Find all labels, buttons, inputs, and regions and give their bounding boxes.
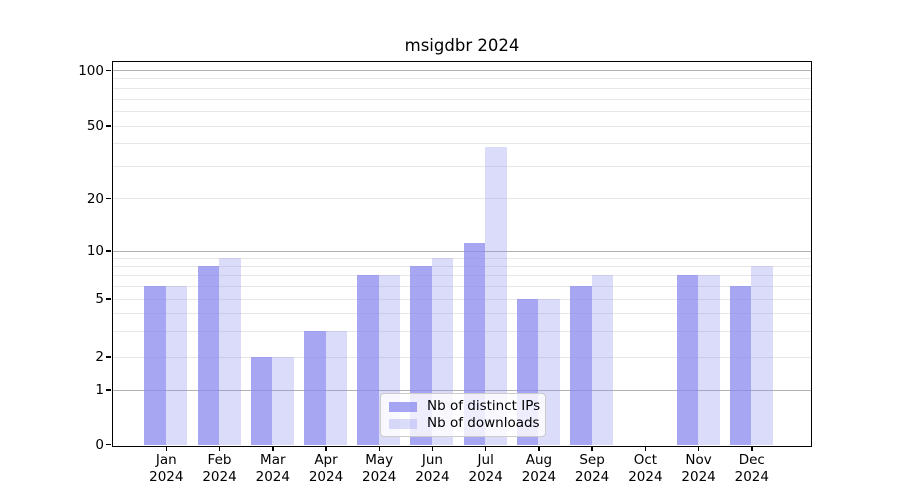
gridline-minor <box>112 285 811 287</box>
legend-row-distinct-ips: Nb of distinct IPs <box>389 398 541 414</box>
x-axis-tick <box>751 446 753 451</box>
gridline-minor <box>112 125 811 127</box>
y-axis-tick <box>106 298 111 300</box>
x-axis-tick <box>431 446 434 451</box>
gridline-minor <box>112 143 811 145</box>
legend-label-distinct-ips: Nb of distinct IPs <box>427 398 541 414</box>
x-tick-label-feb: Feb 2024 <box>202 452 237 485</box>
y-tick-label: 0 <box>95 436 104 453</box>
bar-may-ips <box>357 275 379 445</box>
x-axis-tick <box>484 446 487 451</box>
x-axis-tick <box>538 446 540 451</box>
x-tick-label-may: May 2024 <box>362 452 397 485</box>
gridline-major <box>112 389 811 391</box>
x-tick-label-jun: Jun 2024 <box>415 452 450 485</box>
chart-title: msigdbr 2024 <box>404 36 520 55</box>
x-tick-label-jan: Jan 2024 <box>149 452 184 485</box>
bar-dec-downloads <box>751 266 773 445</box>
x-tick-label-aug: Aug 2024 <box>521 452 557 485</box>
bar-sep-ips <box>570 285 592 445</box>
y-axis-tick <box>106 125 111 127</box>
gridline-minor <box>112 110 811 112</box>
gridline-major <box>112 70 811 71</box>
legend-row-downloads: Nb of downloads <box>389 415 540 431</box>
bar-nov-ips <box>676 275 699 445</box>
bar-jul-downloads <box>485 147 507 445</box>
bar-feb-ips <box>197 266 219 445</box>
bar-sep-downloads <box>591 275 614 445</box>
gridline-minor <box>112 298 811 300</box>
y-tick-label: 2 <box>95 349 104 365</box>
x-axis-tick <box>644 446 647 451</box>
bar-apr-downloads <box>325 330 347 445</box>
x-axis-tick <box>591 446 593 451</box>
gridline-minor <box>112 98 811 100</box>
x-tick-label-apr: Apr 2024 <box>308 452 344 485</box>
x-tick-label-mar: Mar 2024 <box>255 452 290 485</box>
x-axis-tick <box>325 446 327 451</box>
bar-mar-downloads <box>272 356 294 445</box>
x-tick-label-sep: Sep 2024 <box>574 452 610 485</box>
plot-area <box>111 60 812 447</box>
y-tick-label: 1 <box>95 382 104 398</box>
y-tick-label: 20 <box>86 190 104 207</box>
y-tick-label: 50 <box>86 118 104 134</box>
gridline-minor <box>112 165 811 167</box>
x-axis-tick <box>697 446 700 451</box>
y-axis-tick <box>106 250 111 252</box>
y-tick-label: 10 <box>86 243 104 259</box>
y-axis-tick <box>106 356 111 358</box>
x-tick-label-dec: Dec 2024 <box>734 452 769 485</box>
bar-mar-ips <box>250 356 273 445</box>
x-tick-label-nov: Nov 2024 <box>681 452 716 485</box>
y-axis-tick <box>106 443 111 446</box>
gridline-minor <box>112 266 811 267</box>
x-axis-tick <box>165 446 168 451</box>
y-tick-label: 100 <box>78 62 104 79</box>
y-tick-label: 5 <box>95 291 104 307</box>
gridline-minor <box>112 312 811 314</box>
x-axis-tick <box>218 446 221 451</box>
y-axis-tick <box>106 389 111 391</box>
gridline-minor <box>112 87 811 89</box>
bar-nov-downloads <box>698 275 720 445</box>
gridline-minor <box>112 356 811 358</box>
y-axis-tick <box>106 197 111 200</box>
gridline-minor <box>112 198 811 199</box>
x-tick-label-oct: Oct 2024 <box>628 452 663 485</box>
gridline-major <box>112 250 811 252</box>
bar-feb-downloads <box>219 257 241 445</box>
gridline-minor <box>112 330 811 332</box>
x-axis-tick <box>378 446 380 451</box>
legend-label-downloads: Nb of downloads <box>427 415 540 431</box>
bar-jan-ips <box>144 285 166 445</box>
gridline-minor <box>112 275 811 277</box>
x-tick-label-jul: Jul 2024 <box>468 452 503 485</box>
legend: Nb of distinct IPs Nb of downloads <box>380 393 546 437</box>
bar-dec-ips <box>729 285 752 445</box>
y-axis-tick <box>106 69 111 72</box>
x-axis-tick <box>272 446 274 451</box>
bar-apr-ips <box>304 330 326 445</box>
legend-swatch-distinct-ips <box>389 401 417 412</box>
legend-swatch-downloads <box>389 418 417 429</box>
gridline-minor <box>112 257 811 259</box>
bar-jan-downloads <box>165 285 188 445</box>
gridline-minor <box>112 78 811 80</box>
